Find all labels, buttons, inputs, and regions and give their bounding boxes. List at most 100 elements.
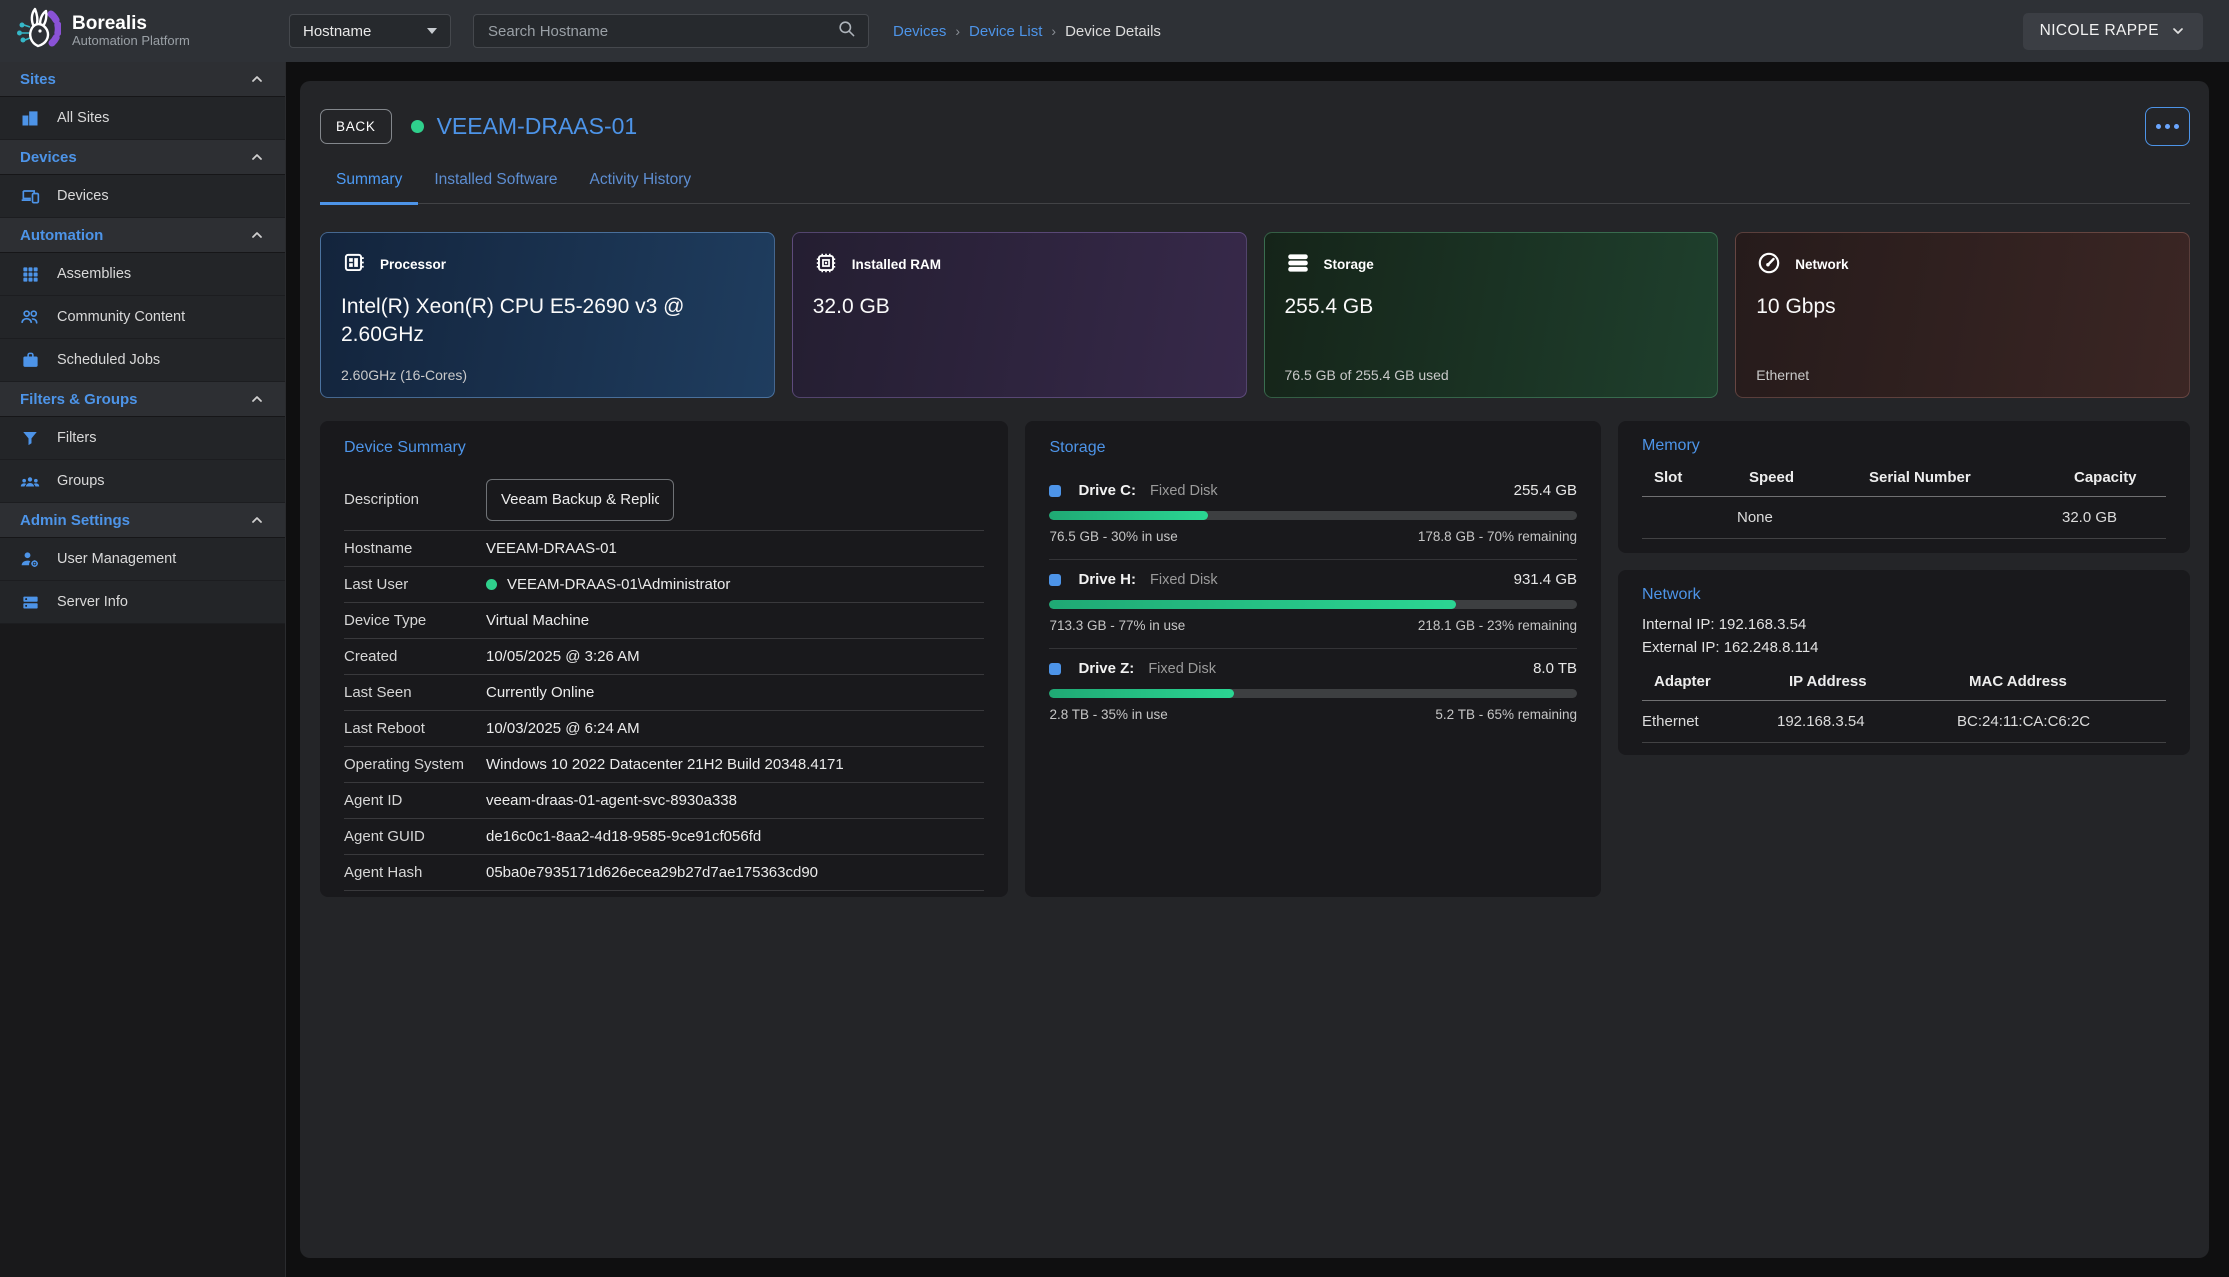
drive-capacity: 8.0 TB [1533, 660, 1577, 677]
row-label: Created [344, 648, 486, 665]
description-input[interactable] [486, 479, 674, 521]
drive-usage-bar [1049, 600, 1577, 609]
device-tabs: Summary Installed Software Activity Hist… [320, 171, 2190, 204]
sidebar-item-assemblies[interactable]: Assemblies [0, 253, 285, 296]
cell-ip: 192.168.3.54 [1777, 713, 1957, 730]
row-value: Currently Online [486, 684, 594, 701]
sidebar-item-label: User Management [57, 551, 176, 567]
drive-used-text: 713.3 GB - 77% in use [1049, 618, 1185, 633]
row-label: Agent Hash [344, 864, 486, 881]
sidebar-section-devices[interactable]: Devices [0, 140, 285, 175]
user-name: NICOLE RAPPE [2040, 22, 2159, 40]
groups-icon [20, 471, 40, 491]
sidebar-item-label: Groups [57, 473, 105, 489]
row-value: 10/05/2025 @ 3:26 AM [486, 648, 640, 665]
sidebar-item-groups[interactable]: Groups [0, 460, 285, 503]
drive-usage-fill [1049, 511, 1207, 520]
row-value: Windows 10 2022 Datacenter 21H2 Build 20… [486, 756, 844, 773]
breadcrumb-separator: › [955, 23, 960, 39]
tab-installed-software[interactable]: Installed Software [418, 171, 573, 205]
table-row: Agent ID veeam-draas-01-agent-svc-8930a3… [344, 783, 984, 819]
installed-ram-card: Installed RAM 32.0 GB [792, 232, 1247, 398]
drive-name: Drive Z: [1078, 660, 1134, 677]
row-label: Last Reboot [344, 720, 486, 737]
drive-usage-fill [1049, 689, 1234, 698]
ram-value: 32.0 GB [813, 293, 1226, 321]
sidebar-item-label: Community Content [57, 309, 185, 325]
section-label: Admin Settings [20, 512, 130, 529]
internal-ip: Internal IP: 192.168.3.54 [1642, 614, 2166, 637]
table-row: Last Seen Currently Online [344, 675, 984, 711]
sidebar-section-admin-settings[interactable]: Admin Settings [0, 503, 285, 538]
sidebar-item-all-sites[interactable]: All Sites [0, 97, 285, 140]
memory-panel: Memory Slot Speed Serial Number Capacity… [1618, 421, 2190, 553]
cell-mac: BC:24:11:CA:C6:2C [1957, 713, 2166, 730]
chevron-up-icon [249, 149, 265, 165]
sidebar-item-server-info[interactable]: Server Info [0, 581, 285, 624]
online-status-dot [411, 120, 424, 133]
table-row: Device Type Virtual Machine [344, 603, 984, 639]
drive-type: Fixed Disk [1150, 572, 1218, 588]
storage-value: 255.4 GB [1285, 293, 1698, 321]
memory-table-header: Slot Speed Serial Number Capacity [1642, 469, 2166, 497]
row-value: VEEAM-DRAAS-01\Administrator [486, 576, 730, 593]
back-button[interactable]: BACK [320, 109, 392, 144]
column-header: Adapter [1654, 673, 1789, 690]
drive-row-z: Drive Z: Fixed Disk 8.0 TB 2.8 TB - 35% … [1049, 649, 1577, 737]
user-menu-button[interactable]: NICOLE RAPPE [2023, 13, 2203, 50]
drive-used-text: 2.8 TB - 35% in use [1049, 707, 1167, 722]
network-table-header: Adapter IP Address MAC Address [1642, 673, 2166, 701]
tab-activity-history[interactable]: Activity History [574, 171, 708, 205]
sidebar-item-filters[interactable]: Filters [0, 417, 285, 460]
search-filter-select[interactable]: Hostname [289, 14, 451, 48]
sidebar-item-scheduled-jobs[interactable]: Scheduled Jobs [0, 339, 285, 382]
section-label: Devices [20, 149, 77, 166]
top-bar: Borealis Automation Platform Hostname De… [0, 0, 2229, 62]
buildings-icon [20, 108, 40, 128]
sidebar-item-label: Server Info [57, 594, 128, 610]
sidebar-item-label: Assemblies [57, 266, 131, 282]
cpu-icon [341, 250, 367, 279]
row-label: Agent GUID [344, 828, 486, 845]
drive-row-c: Drive C: Fixed Disk 255.4 GB 76.5 GB - 3… [1049, 471, 1577, 560]
section-label: Filters & Groups [20, 391, 138, 408]
device-header: BACK VEEAM-DRAAS-01 [320, 105, 2190, 147]
search-input[interactable] [486, 22, 837, 41]
external-ip: External IP: 162.248.8.114 [1642, 637, 2166, 660]
sidebar-item-label: All Sites [57, 110, 109, 126]
sidebar-section-automation[interactable]: Automation [0, 218, 285, 253]
drive-capacity: 255.4 GB [1514, 482, 1577, 499]
network-subtext: Ethernet [1756, 367, 1809, 383]
grid-icon [20, 264, 40, 284]
main-area: BACK VEEAM-DRAAS-01 Summary Installed So… [287, 62, 2229, 1277]
column-header: Serial Number [1869, 469, 2074, 486]
search-box[interactable] [473, 14, 869, 48]
row-value: de16c0c1-8aa2-4d18-9585-9ce91cf056fd [486, 828, 761, 845]
row-label: Agent ID [344, 792, 486, 809]
breadcrumb-separator: › [1051, 23, 1056, 39]
sidebar-section-filters-groups[interactable]: Filters & Groups [0, 382, 285, 417]
drive-row-h: Drive H: Fixed Disk 931.4 GB 713.3 GB - … [1049, 560, 1577, 649]
sidebar-item-user-management[interactable]: User Management [0, 538, 285, 581]
network-table-row: Ethernet 192.168.3.54 BC:24:11:CA:C6:2C [1642, 701, 2166, 743]
table-row: Description [344, 469, 984, 531]
chevron-up-icon [249, 71, 265, 87]
breadcrumb-device-list[interactable]: Device List [969, 23, 1042, 40]
drive-usage-fill [1049, 600, 1455, 609]
more-options-button[interactable] [2145, 107, 2190, 146]
chevron-up-icon [249, 227, 265, 243]
row-label: Hostname [344, 540, 486, 557]
stat-card-label: Storage [1324, 257, 1374, 272]
row-value: veeam-draas-01-agent-svc-8930a338 [486, 792, 737, 809]
filter-icon [20, 428, 40, 448]
drive-bullet-icon [1049, 663, 1061, 675]
search-icon [837, 19, 856, 43]
breadcrumb-devices[interactable]: Devices [893, 23, 946, 40]
tab-summary[interactable]: Summary [320, 171, 418, 205]
section-label: Automation [20, 227, 103, 244]
people-icon [20, 307, 40, 327]
sidebar-item-community-content[interactable]: Community Content [0, 296, 285, 339]
table-row: Last User VEEAM-DRAAS-01\Administrator [344, 567, 984, 603]
sidebar-section-sites[interactable]: Sites [0, 62, 285, 97]
sidebar-item-devices[interactable]: Devices [0, 175, 285, 218]
